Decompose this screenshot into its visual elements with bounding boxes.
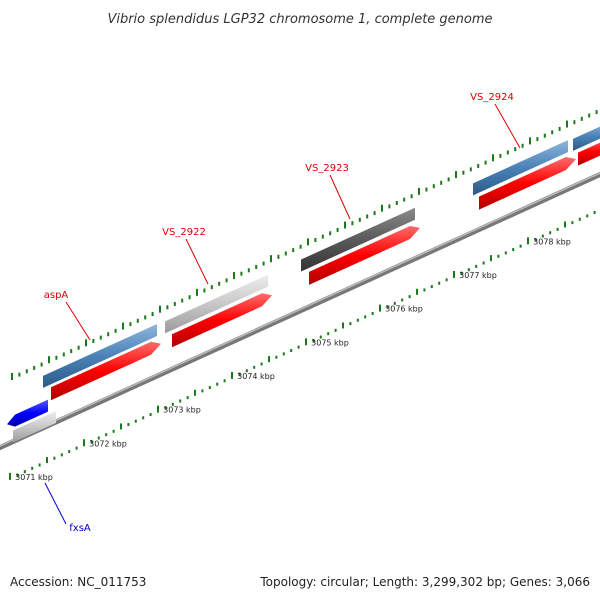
backbone-line	[0, 171, 600, 451]
label-layer: aspA VS_2922 VS_2923 VS_2924 fxsA	[44, 92, 521, 534]
label-leader-line	[65, 301, 91, 341]
backbone	[0, 171, 600, 451]
gene-arrow-reverse	[7, 399, 48, 427]
label-leader-line	[494, 103, 521, 149]
cds-arrow	[172, 293, 272, 348]
genome-summary-text: Topology: circular; Length: 3,299,302 bp…	[259, 575, 590, 589]
gene-bar	[473, 140, 568, 196]
cds-arrow	[578, 142, 600, 166]
cds-arrow	[479, 157, 576, 210]
cds-arrow	[309, 225, 420, 285]
gene-label: VS_2923	[305, 163, 349, 174]
tick-label: 3076 kbp	[385, 305, 423, 314]
gene-label: VS_2922	[162, 227, 206, 238]
tick-label: 3074 kbp	[237, 372, 275, 381]
backbone-highlight	[0, 172, 600, 447]
gene-label: fxsA	[69, 523, 91, 534]
tick-label: 3071 kbp	[15, 473, 53, 482]
tick-label: 3075 kbp	[311, 338, 349, 347]
tick-label: 3077 kbp	[459, 271, 497, 280]
label-leader-line	[329, 174, 351, 220]
label-leader-line	[185, 238, 209, 285]
gene-label: VS_2924	[470, 92, 514, 103]
gene-bar	[573, 126, 600, 151]
tick-layer: 3071 kbp 3072 kbp 3073 kbp 3074 kbp 3075 kbp…	[9, 110, 598, 482]
gene-bar	[301, 207, 415, 272]
tick-label: 3073 kbp	[163, 406, 201, 415]
gene-label: aspA	[44, 290, 69, 301]
gene-bar	[43, 324, 157, 388]
tick-label: 3078 kbp	[533, 237, 571, 246]
cds-arrow	[51, 341, 161, 401]
gene-layer	[7, 126, 600, 443]
label-leader-line	[44, 482, 67, 525]
tick-label: 3072 kbp	[89, 439, 127, 448]
gene-bar	[13, 410, 56, 443]
map-title: Vibrio splendidus LGP32 chromosome 1, co…	[107, 12, 492, 27]
accession-text: Accession: NC_011753	[10, 575, 146, 589]
gene-bar	[165, 274, 268, 334]
